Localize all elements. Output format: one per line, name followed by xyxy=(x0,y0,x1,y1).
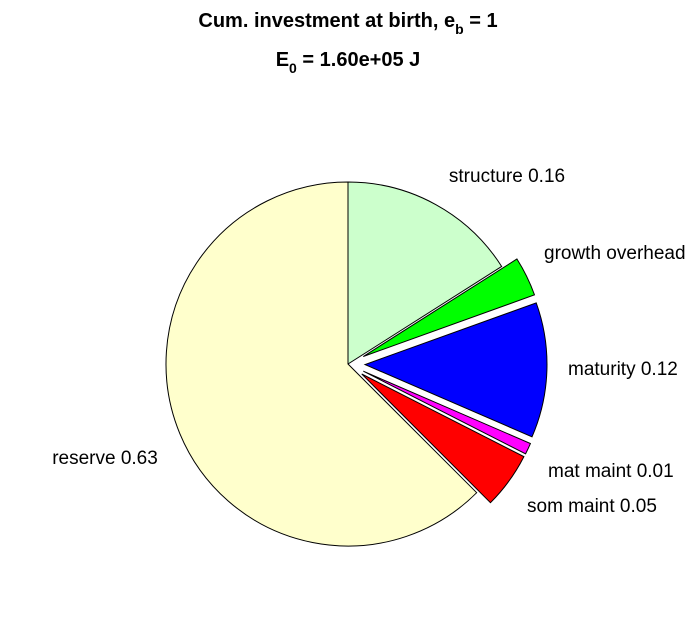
slice-label-growth-overhead: growth overhead xyxy=(544,243,686,264)
title-line1-prefix: Cum. investment at birth, e xyxy=(198,10,455,32)
pie-slice-som-maint xyxy=(361,373,525,504)
title-line1-subscript: b xyxy=(455,21,464,37)
chart-title-line2: E0 = 1.60e+05 J xyxy=(276,49,421,76)
pie-slice-growth-overhead xyxy=(362,258,536,357)
pie-slice-maturity xyxy=(363,302,548,438)
slice-label-maturity: maturity 0.12 xyxy=(568,359,678,380)
title-line2-prefix: E xyxy=(276,49,289,71)
pie-slice-structure xyxy=(347,181,503,365)
slice-label-reserve: reserve 0.63 xyxy=(52,448,158,469)
pie-slices xyxy=(165,181,548,547)
slice-label-mat-maint: mat maint 0.01 xyxy=(548,461,674,482)
chart-title-line1: Cum. investment at birth, eb = 1 xyxy=(198,10,497,37)
pie-labels: structure 0.16 growth overhead maturity 0.… xyxy=(52,166,685,517)
title-line1-suffix: = 1 xyxy=(464,10,498,32)
slice-label-structure: structure 0.16 xyxy=(449,166,565,187)
pie-slice-reserve xyxy=(165,181,478,547)
title-line2-suffix: = 1.60e+05 J xyxy=(297,49,420,71)
title-line2-subscript: 0 xyxy=(289,60,297,76)
slice-label-som-maint: som maint 0.05 xyxy=(527,496,657,517)
pie-slice-mat-maint xyxy=(363,370,532,455)
